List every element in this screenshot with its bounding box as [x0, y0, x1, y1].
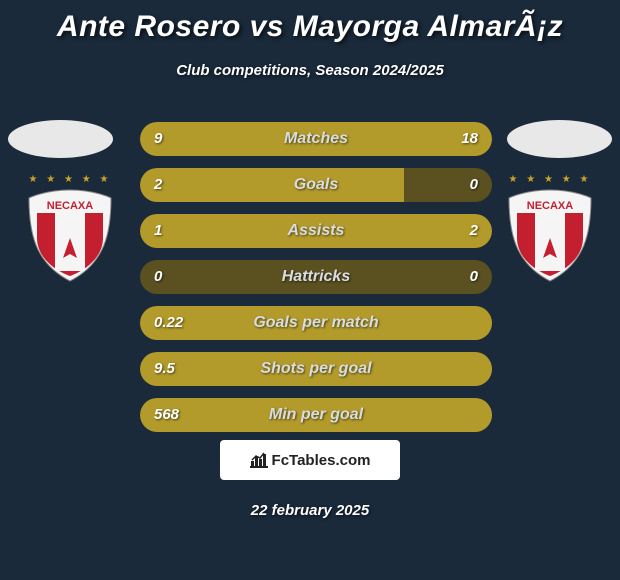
subtitle: Club competitions, Season 2024/2025	[0, 62, 620, 79]
player-silhouette-left	[8, 120, 113, 158]
logo-text: FcTables.com	[272, 452, 371, 469]
stars-icon: ★ ★ ★ ★ ★	[20, 174, 120, 185]
club-badge-right: ★ ★ ★ ★ ★ NECAXA	[500, 180, 600, 280]
stat-label: Min per goal	[140, 398, 492, 432]
shield-icon: NECAXA	[505, 188, 595, 283]
stat-label: Goals per match	[140, 306, 492, 340]
fctables-logo[interactable]: FcTables.com	[220, 440, 400, 480]
stat-row: 9.5Shots per goal	[140, 352, 492, 386]
stats-container: 918Matches 20Goals 12Assists 00Hattricks 0.2…	[140, 122, 492, 444]
club-badge-left: ★ ★ ★ ★ ★ NECAXA	[20, 180, 120, 280]
date-label: 22 february 2025	[0, 502, 620, 519]
stat-label: Assists	[140, 214, 492, 248]
stat-row: 12Assists	[140, 214, 492, 248]
stat-label: Shots per goal	[140, 352, 492, 386]
stat-row: 0.22Goals per match	[140, 306, 492, 340]
chart-icon	[250, 452, 268, 468]
stat-row: 918Matches	[140, 122, 492, 156]
stat-row: 568Min per goal	[140, 398, 492, 432]
stars-icon: ★ ★ ★ ★ ★	[500, 174, 600, 185]
svg-text:NECAXA: NECAXA	[47, 200, 94, 212]
svg-text:NECAXA: NECAXA	[527, 200, 574, 212]
stat-row: 20Goals	[140, 168, 492, 202]
stat-row: 00Hattricks	[140, 260, 492, 294]
page-title: Ante Rosero vs Mayorga AlmarÃ¡z	[0, 0, 620, 44]
stat-label: Matches	[140, 122, 492, 156]
player-silhouette-right	[507, 120, 612, 158]
shield-icon: NECAXA	[25, 188, 115, 283]
stat-label: Goals	[140, 168, 492, 202]
stat-label: Hattricks	[140, 260, 492, 294]
